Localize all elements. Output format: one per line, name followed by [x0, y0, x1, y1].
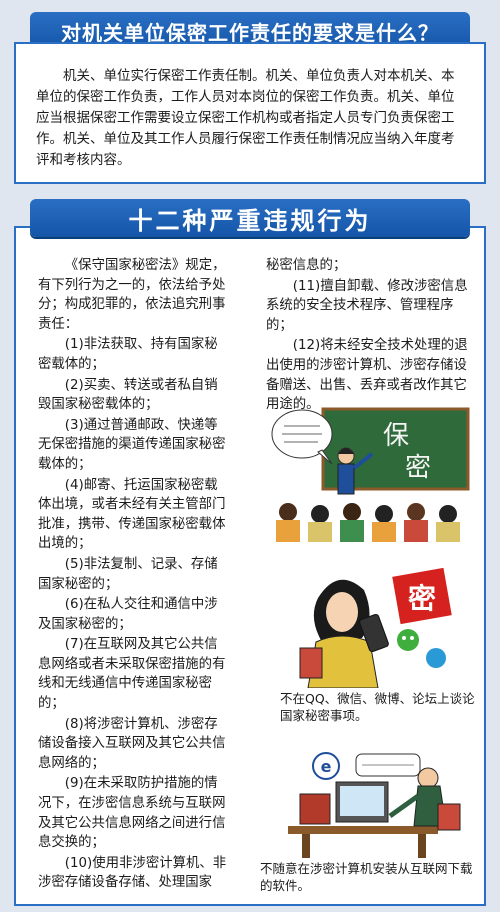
phone-chat-illustration: 密: [299, 568, 452, 688]
chat-icon: [426, 648, 446, 668]
wechat-icon: [397, 629, 419, 651]
svg-text:e: e: [321, 757, 332, 776]
violation-item: (5)非法复制、记录、存储国家秘密的；: [38, 556, 218, 592]
phone-icon: [359, 613, 389, 653]
violation-item: (7)在互联网及其它公共信息网络或者未采取保密措施的有线和无线通信中传递国家秘密…: [38, 637, 226, 712]
violation-item: (12)将未经安全技术处理的退出使用的涉密计算机、涉密存储设备赠送、出售、丢弃或…: [266, 338, 468, 413]
ie-icon: [312, 752, 340, 780]
seal-text: 密: [408, 582, 436, 615]
handbag: [299, 647, 323, 679]
chair: [437, 803, 461, 831]
computer-tower: [299, 793, 331, 825]
violations-panel: 《保守国家秘密法》规定，有下列行为之一的，依法给予处分；构成犯罪的，依法追究刑事…: [14, 226, 486, 906]
violation-item: (10)使用非涉密计算机、非涉密存储设备存储、处理国家: [38, 855, 227, 891]
classroom-illustration: 保 密: [271, 407, 470, 542]
caption-social-media: 不在QQ、微信、微博、论坛上谈论国家秘密事项。: [280, 691, 475, 723]
violation-item: (6)在私人交往和通信中涉及国家秘密的；: [38, 597, 218, 632]
secret-seal: [392, 568, 452, 625]
board-text-bottom: 密: [405, 453, 431, 483]
violations-left-column: 《保守国家秘密法》规定，有下列行为之一的，依法给予处分；构成犯罪的，依法追究刑事…: [38, 256, 228, 894]
violations-right-column: 秘密信息的； (11)擅自卸载、修改涉密信息系统的安全技术程序、管理程序的； (…: [266, 256, 472, 416]
desk: [288, 826, 438, 834]
section-title-violations: 十二种严重违规行为: [30, 199, 470, 237]
board-text-top: 保: [383, 421, 409, 451]
violation-item: (11)擅自卸载、修改涉密信息系统的安全技术程序、管理程序的；: [266, 278, 468, 333]
violation-item: (4)邮寄、托运国家秘密载体出境，或者未经有关主管部门批准，携带、传递国家秘密载…: [38, 477, 226, 552]
violation-item: (3)通过普通邮政、快递等无保密措施的渠道传递国家秘密载体的；: [38, 417, 226, 472]
responsibility-panel: 机关、单位实行保密工作责任制。机关、单位负责人对本机关、本单位的保密工作负责，工…: [14, 42, 486, 184]
law-lead-text: 《保守国家秘密法》规定，有下列行为之一的，依法给予处分；构成犯罪的，依法追究刑事…: [38, 258, 226, 332]
violation-item: (2)买卖、转送或者私自销毁国家秘密载体的；: [38, 377, 218, 413]
violation-item: (1)非法获取、持有国家秘密载体的；: [38, 337, 218, 372]
students: [276, 503, 460, 542]
violation-item-continued: 秘密信息的；: [266, 258, 347, 273]
responsibility-text: 机关、单位实行保密工作责任制。机关、单位负责人对本机关、本单位的保密工作负责，工…: [36, 68, 455, 168]
caption-software-install: 不随意在涉密计算机安装从互联网下载的软件。: [260, 861, 473, 893]
violation-item: (9)在未采取防护措施的情况下，在涉密信息系统与互联网及其它公共信息网络之间进行…: [38, 776, 226, 851]
violation-item: (8)将涉密计算机、涉密存储设备接入互联网及其它公共信息网络的；: [38, 716, 226, 771]
computer-download-illustration: e: [288, 752, 461, 858]
